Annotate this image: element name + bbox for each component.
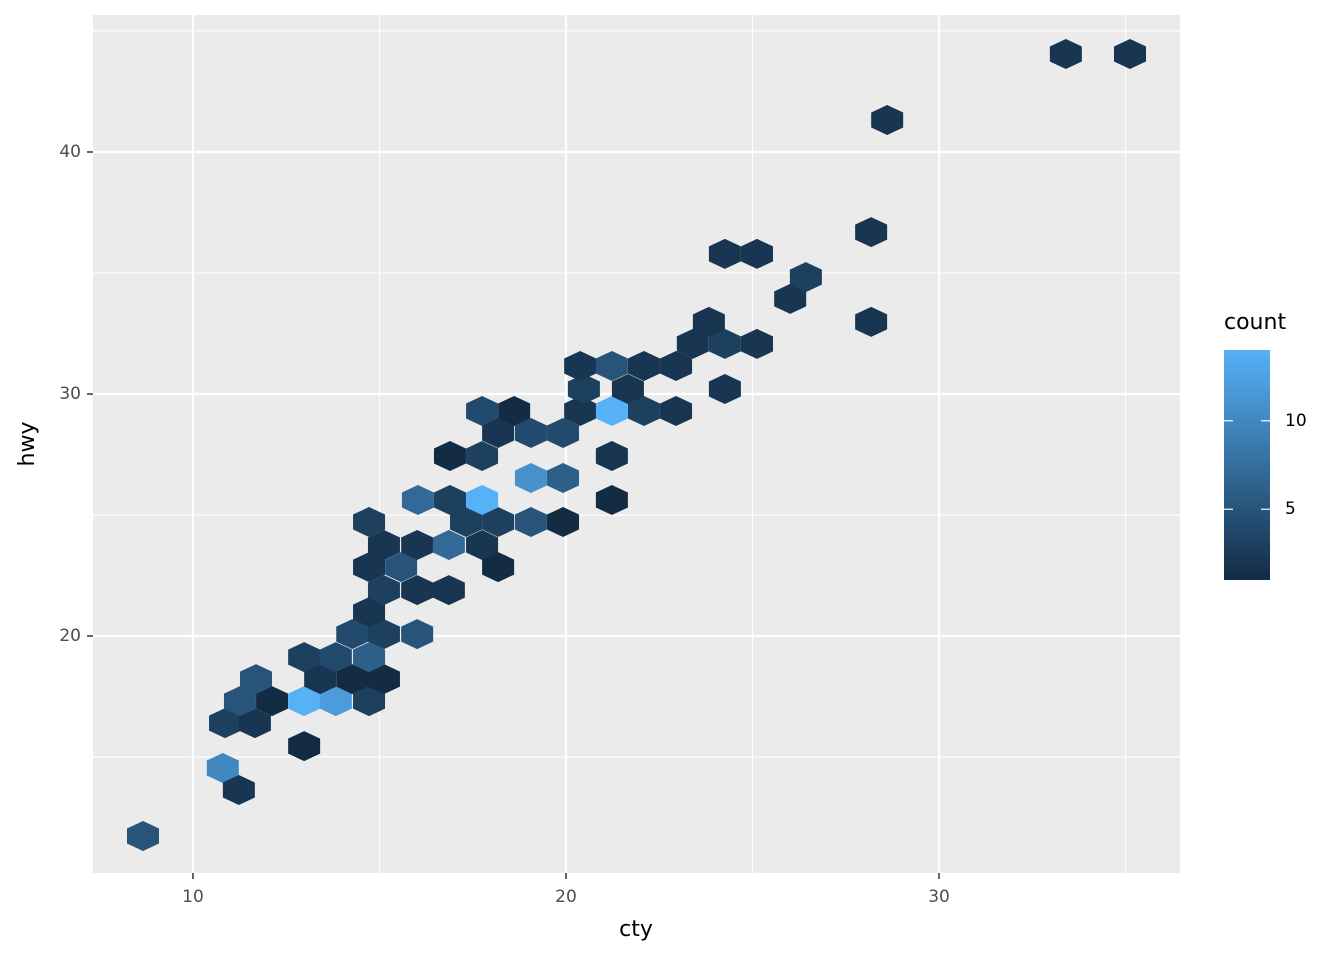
hexbin [466,440,499,471]
hexbin [401,530,434,561]
hexbin [223,686,256,717]
hexbin [126,820,159,851]
hexbin [611,373,644,404]
hexbin [336,619,369,650]
hexbin [789,262,822,293]
hexbin [353,507,386,538]
hexbin [353,642,386,673]
hexbin [288,686,321,717]
hexbin [547,463,580,494]
hexbin [466,395,499,426]
hexbin [367,619,400,650]
hexbin [367,530,400,561]
hexbin [401,575,434,606]
hexbin [466,485,499,516]
hexbin [450,507,483,538]
hexbin [498,395,531,426]
hexbin [401,485,434,516]
hexbin [627,395,660,426]
hexbin [240,664,273,695]
hexbin [432,575,465,606]
hexbin [855,306,888,337]
hexbin [209,708,242,739]
hexbin [367,664,400,695]
hexbin [1114,38,1147,69]
hexbin [288,731,321,762]
hexbin [466,530,499,561]
hexbin [708,238,741,269]
hexbin [482,507,515,538]
hexbin [595,350,628,381]
hexbin [1049,38,1082,69]
hexbin [708,373,741,404]
hexbin [595,485,628,516]
hexbin [401,619,434,650]
panel [93,15,1180,873]
hexbin [627,350,660,381]
hexbin [514,417,547,448]
hexbin [353,552,386,583]
hexbin [740,328,773,359]
hexbin [222,774,255,805]
hexbin [595,395,628,426]
hexbin [547,507,580,538]
hexbin [319,686,352,717]
hexbin [367,575,400,606]
x-tick-label: 20 [555,887,577,907]
hexbin [514,507,547,538]
y-tick-label: 30 [59,384,81,404]
legend-title: count [1224,310,1286,335]
x-axis-title: cty [619,917,653,942]
hexbin [514,463,547,494]
x-tick-label: 10 [182,887,204,907]
hexbin [288,642,321,673]
legend-tick-label: 10 [1285,411,1307,431]
hexbin [547,417,580,448]
y-tick-label: 20 [59,626,81,646]
hexbin [432,530,465,561]
hexbin [353,597,386,628]
hexbin [564,350,597,381]
hexbin [855,217,888,248]
legend-tick-label: 5 [1285,499,1296,519]
colorbar [1224,350,1270,580]
hexbin [385,552,418,583]
hexbin [774,283,807,314]
hexbin [433,485,466,516]
hexbin [353,686,386,717]
hexbin [482,417,515,448]
hexbin [708,328,741,359]
x-tick-label: 30 [928,887,950,907]
hexbin [660,350,693,381]
hexbin [567,373,600,404]
hexbin [256,686,289,717]
hexbin [482,552,515,583]
hexbin [564,395,597,426]
y-axis-title: hwy [15,422,40,467]
hexbin [676,328,709,359]
hexbin [660,395,693,426]
hexbin [319,642,352,673]
hexbin [206,752,239,783]
hexbin [433,440,466,471]
hexbin [740,238,773,269]
hexbin [871,105,904,136]
y-tick-label: 40 [59,142,81,162]
hexbin [336,664,369,695]
hexbin [595,440,628,471]
hexbin [692,306,725,337]
hexbin [238,708,271,739]
hexbin [304,664,337,695]
